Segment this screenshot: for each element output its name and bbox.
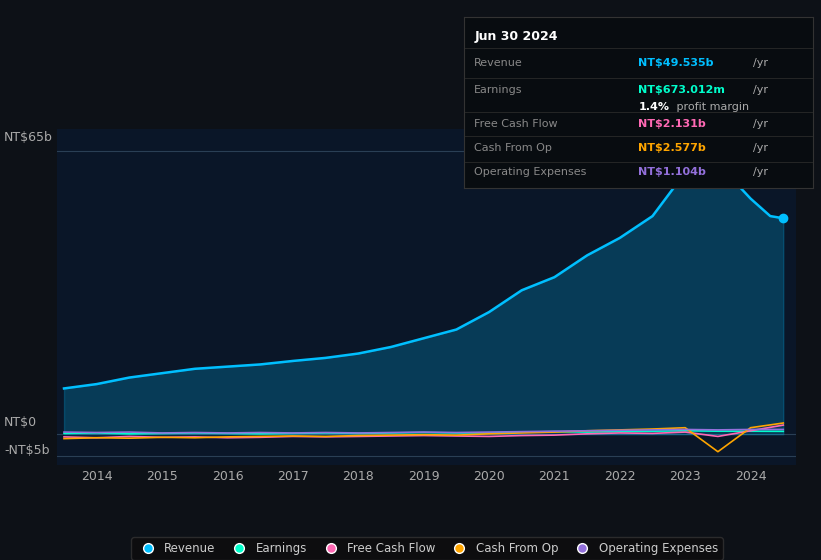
Text: /yr: /yr — [754, 85, 768, 95]
Text: profit margin: profit margin — [673, 102, 750, 113]
Text: Revenue: Revenue — [475, 58, 523, 68]
Text: -NT$5b: -NT$5b — [4, 444, 49, 458]
Text: NT$1.104b: NT$1.104b — [639, 167, 706, 177]
Text: Operating Expenses: Operating Expenses — [475, 167, 587, 177]
Text: /yr: /yr — [754, 58, 768, 68]
Text: Cash From Op: Cash From Op — [475, 143, 553, 153]
Legend: Revenue, Earnings, Free Cash Flow, Cash From Op, Operating Expenses: Revenue, Earnings, Free Cash Flow, Cash … — [131, 537, 722, 559]
Text: NT$673.012m: NT$673.012m — [639, 85, 725, 95]
Text: 1.4%: 1.4% — [639, 102, 669, 113]
Text: NT$49.535b: NT$49.535b — [639, 58, 713, 68]
Text: /yr: /yr — [754, 167, 768, 177]
Text: Jun 30 2024: Jun 30 2024 — [475, 30, 557, 44]
Text: NT$0: NT$0 — [4, 416, 37, 430]
Text: Earnings: Earnings — [475, 85, 523, 95]
Text: /yr: /yr — [754, 119, 768, 129]
Text: NT$65b: NT$65b — [4, 130, 53, 144]
Text: /yr: /yr — [754, 143, 768, 153]
Text: NT$2.577b: NT$2.577b — [639, 143, 706, 153]
Text: NT$2.131b: NT$2.131b — [639, 119, 706, 129]
Text: Free Cash Flow: Free Cash Flow — [475, 119, 558, 129]
